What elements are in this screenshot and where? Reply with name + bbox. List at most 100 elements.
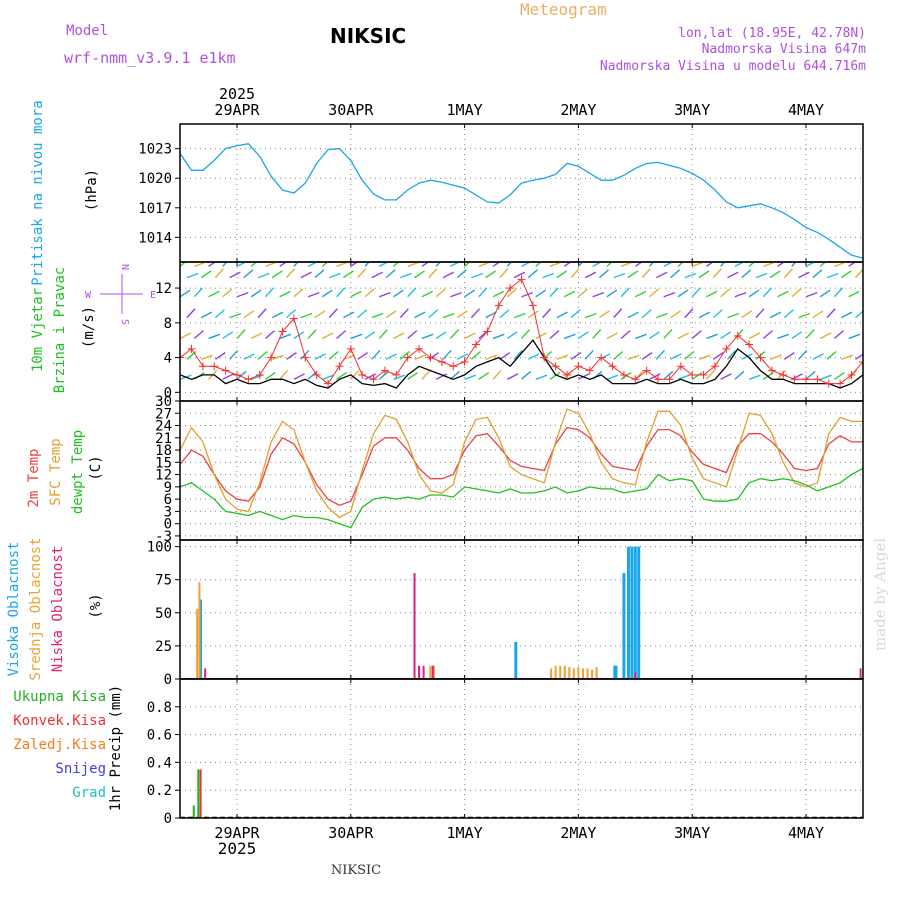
y-tick-label: 0.8	[147, 700, 172, 716]
wind-arrow	[656, 312, 668, 319]
cloud-unit: (%)	[88, 593, 104, 618]
wind-arrow	[741, 269, 752, 279]
y-tick-label: 3	[164, 504, 172, 520]
wind-arrow	[214, 309, 225, 319]
wind-arrow	[627, 354, 640, 360]
y-tick-label: 30	[155, 394, 172, 410]
wind-arrow	[285, 268, 296, 279]
gust-point	[221, 366, 230, 375]
wind-arrow	[848, 262, 857, 267]
wind-arrow	[691, 287, 701, 298]
wind-arrow	[279, 290, 291, 298]
bar-visoka-oblacnost	[514, 641, 518, 679]
wind-arrow	[549, 287, 559, 298]
gust-point	[471, 340, 480, 349]
bar-srednja-oblacnost	[550, 668, 553, 679]
wind-arrow	[805, 291, 818, 298]
wind-arrow	[435, 262, 442, 267]
gust-point	[483, 327, 492, 336]
bar-srednja-oblacnost	[554, 665, 557, 679]
wind-arrow	[250, 289, 262, 298]
wind-arrow	[805, 329, 815, 339]
wind-arrow	[350, 333, 363, 340]
wind-arrow	[279, 369, 289, 380]
wind-arrow	[691, 262, 704, 268]
gust-point	[836, 379, 845, 388]
wind-arrow	[506, 288, 517, 298]
wind-arrow	[578, 331, 589, 340]
wind-arrow	[720, 331, 732, 340]
wind-arrow	[691, 330, 702, 339]
wind-arrow	[819, 374, 832, 380]
wind-arrow	[265, 262, 277, 268]
wind-arrow	[521, 370, 532, 380]
y-tick-label: 1014	[138, 230, 172, 246]
y-tick-label: 12	[155, 468, 172, 484]
wind-arrow	[222, 288, 233, 298]
wind-arrow	[371, 271, 383, 279]
wind-arrow	[350, 262, 359, 267]
gust-point	[426, 353, 435, 362]
y-tick-label: 1020	[138, 171, 172, 187]
top-day-label: 30APR	[328, 101, 374, 119]
y-tick-label: 0.2	[147, 783, 172, 799]
wind-arrow	[812, 310, 824, 319]
temp-label-3: dewpt Temp	[70, 430, 86, 514]
credit-label: made by Angel	[871, 538, 889, 651]
wind-arrow	[599, 310, 610, 319]
wind-arrow	[222, 373, 234, 380]
wind-arrow	[520, 329, 531, 339]
wind-arrow	[613, 308, 623, 319]
gust-point	[631, 375, 640, 384]
wind-arrow	[855, 353, 863, 360]
gust-point	[847, 370, 856, 379]
wind-arrow	[563, 262, 572, 267]
wind-arrow	[606, 289, 618, 298]
precip-label-1: Ukupna Kisa	[13, 689, 106, 705]
panel-wind: 12 8 4 0	[155, 261, 864, 402]
wind-arrow	[841, 354, 853, 360]
top-day-label: 29APR	[214, 101, 260, 119]
bar-niska-oblacnost	[413, 573, 416, 679]
wind-arrow	[620, 262, 633, 268]
wind-arrow	[414, 354, 427, 360]
wind-arrow	[549, 262, 562, 268]
series-line-dewpt-temp	[180, 467, 863, 529]
wind-arrow	[833, 287, 844, 298]
gust-point	[528, 301, 537, 310]
wind-arrow	[478, 372, 490, 380]
wind-arrow	[499, 352, 511, 360]
wind-arrow	[535, 289, 547, 298]
temp-unit: (C)	[88, 455, 104, 480]
wind-arrow	[535, 332, 547, 340]
wind-label-2: Brzina i Pravac	[52, 267, 68, 393]
y-tick-label: 50	[155, 606, 172, 622]
wind-arrow	[641, 309, 652, 319]
gust-point	[380, 366, 389, 375]
wind-arrow	[649, 288, 660, 298]
gust-point	[563, 370, 572, 379]
wind-arrow	[293, 288, 304, 298]
gust-point	[267, 353, 276, 362]
wind-arrow	[783, 309, 794, 319]
bar-niska-oblacnost	[422, 665, 425, 679]
wind-arrow	[328, 272, 341, 279]
bottom-day-label: 4MAY	[788, 824, 824, 842]
model-elevation-label: Nadmorska Visina u modelu 644.716m	[600, 59, 866, 74]
wind-arrow	[712, 352, 724, 360]
gust-point	[710, 362, 719, 371]
wind-arrow	[257, 308, 267, 319]
wind-arrow	[222, 331, 234, 340]
wind-arrow	[527, 269, 538, 279]
wind-arrow	[698, 311, 711, 319]
gust-point	[654, 375, 663, 384]
wind-arrow	[542, 272, 555, 279]
wind-arrow	[456, 353, 469, 360]
wind-arrow	[635, 333, 647, 340]
wind-arrow	[684, 308, 694, 319]
wind-arrow	[492, 333, 505, 340]
wind-arrow	[200, 270, 212, 279]
wind-arrow	[492, 262, 501, 267]
wind-arrow	[783, 352, 795, 360]
